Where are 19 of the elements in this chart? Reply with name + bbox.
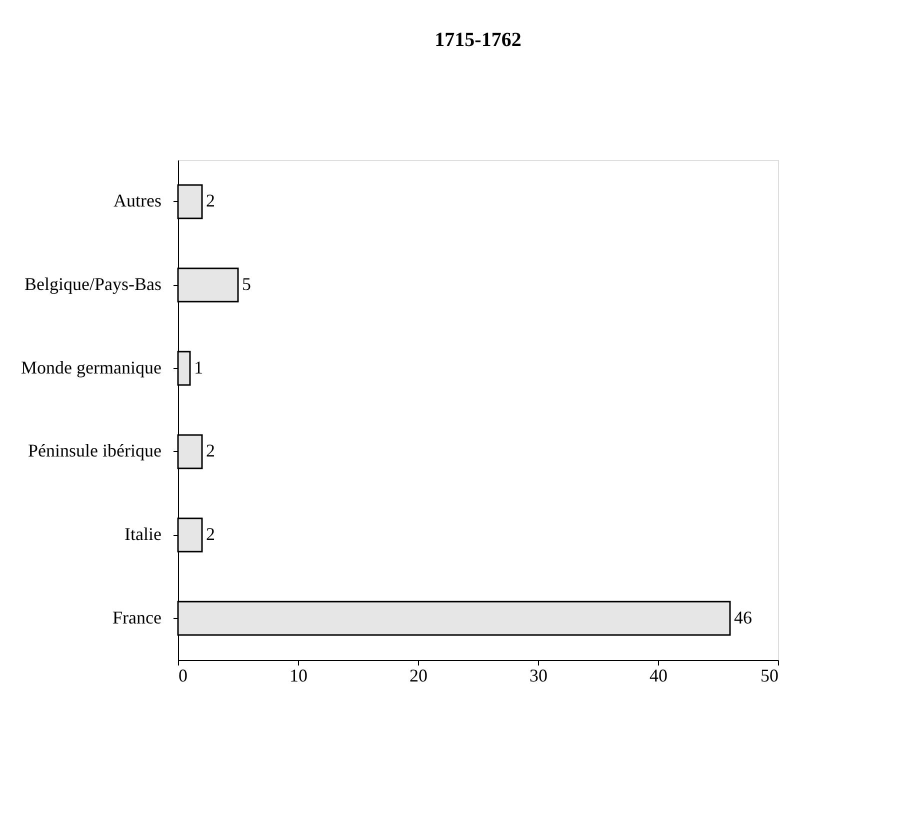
data-label: 5: [242, 274, 251, 294]
data-label: 2: [206, 524, 215, 544]
y-tick-label: Monde germanique: [21, 357, 162, 378]
x-tick-label: 10: [290, 666, 308, 686]
y-tick-label: Autres: [114, 190, 162, 211]
y-tick-label: France: [112, 607, 162, 628]
data-label: 46: [734, 607, 752, 628]
x-tick-label: 40: [650, 666, 668, 686]
x-tick-label: 20: [410, 666, 428, 686]
x-tick-label: 30: [530, 666, 548, 686]
data-label: 1: [194, 357, 203, 378]
data-label: 2: [206, 190, 215, 211]
y-tick-label: Belgique/Pays-Bas: [24, 274, 162, 294]
y-tick-label: Péninsule ibérique: [28, 440, 162, 461]
y-tick-label: Italie: [124, 524, 162, 544]
x-tick-label: 50: [760, 666, 778, 686]
x-tick-label: 0: [178, 666, 188, 686]
data-label: 2: [206, 440, 215, 461]
chart-title: 1715-1762: [434, 29, 522, 51]
